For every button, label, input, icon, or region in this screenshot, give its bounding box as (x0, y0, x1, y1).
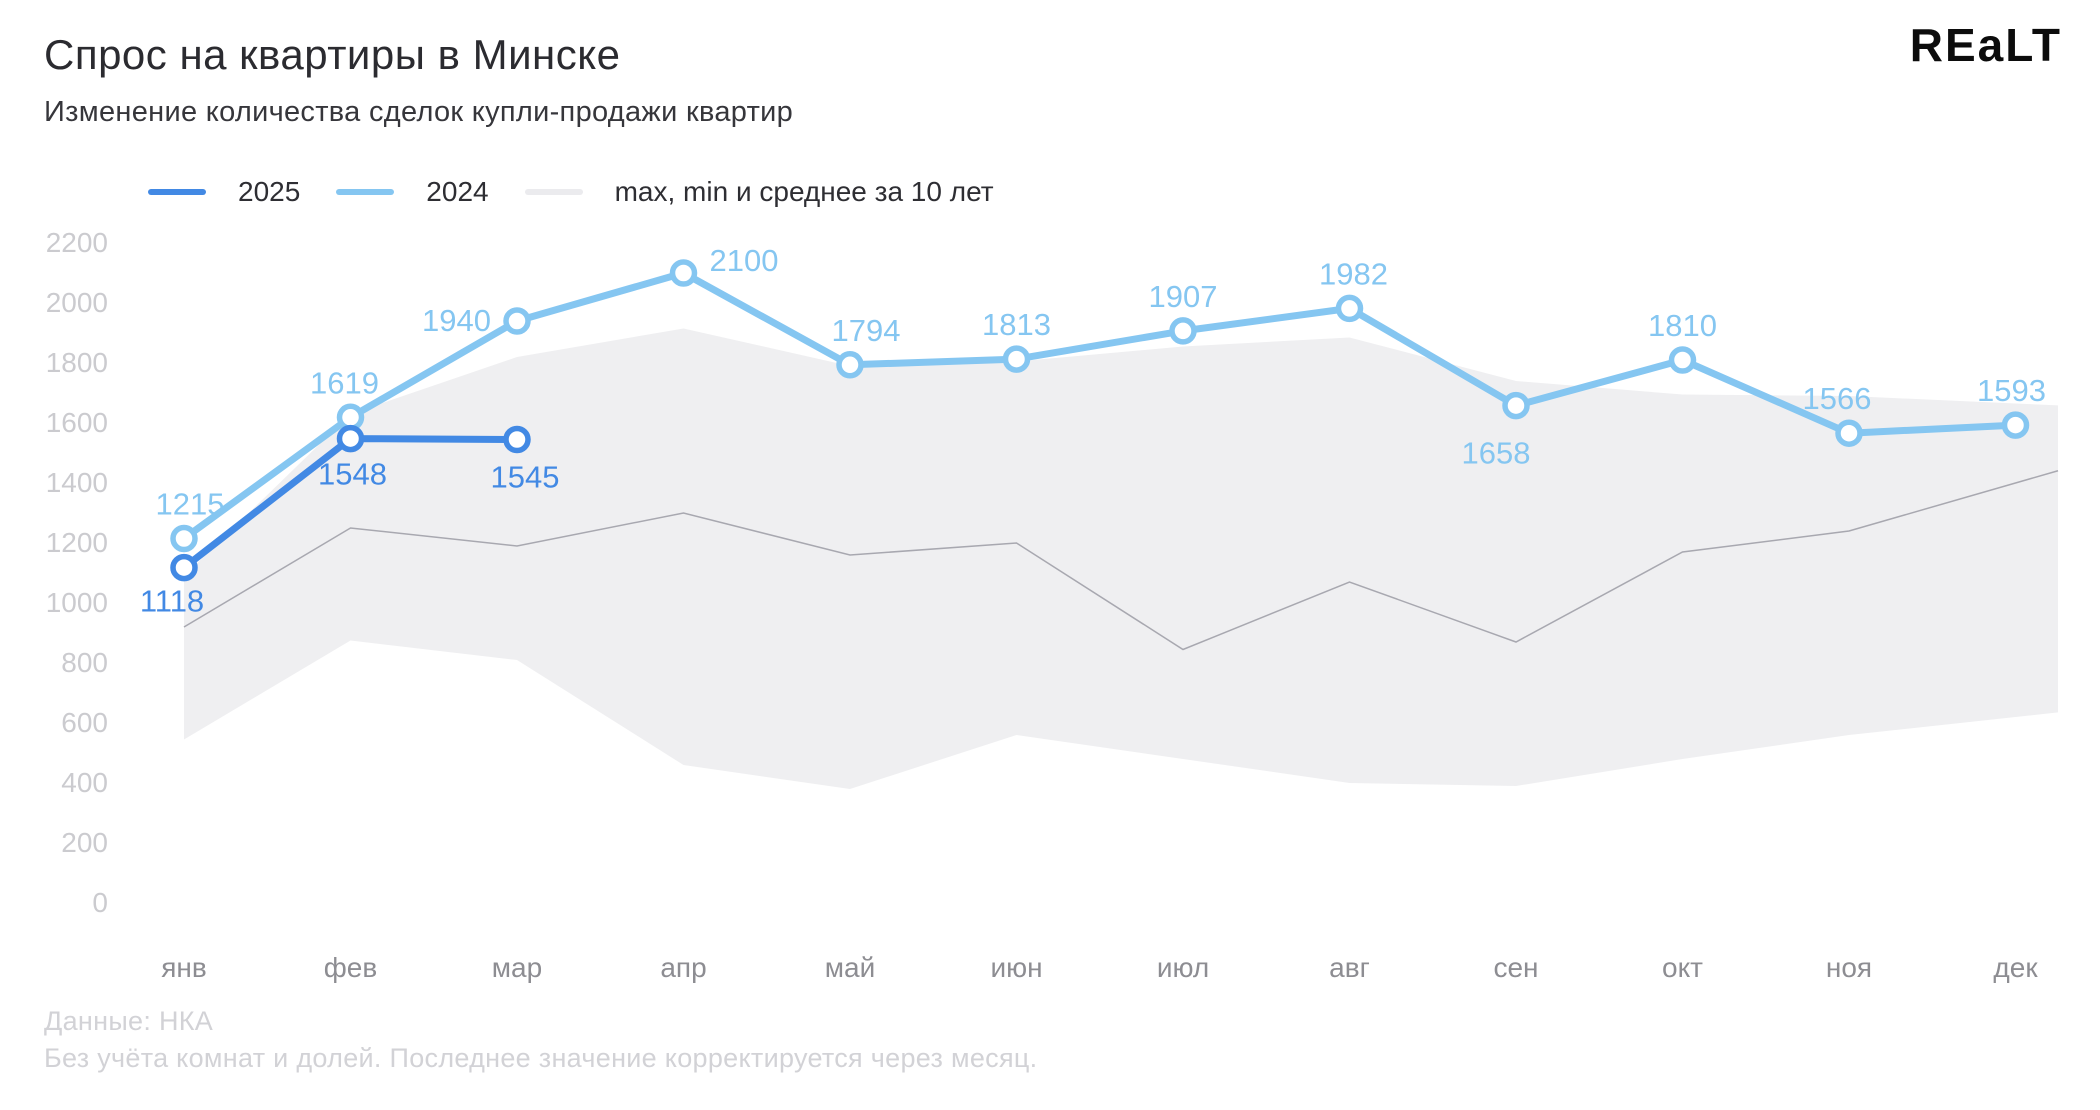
y-tick-label: 1600 (46, 407, 108, 438)
data-label-2024-мар: 1940 (422, 303, 491, 338)
data-point-2025-янв (170, 553, 198, 582)
series-2024-line (180, 269, 2019, 542)
data-point-2024-янв (170, 524, 198, 553)
x-tick-label: май (825, 952, 875, 983)
x-tick-label: апр (660, 952, 706, 983)
legend-swatch-2024 (336, 189, 395, 195)
chart-footer: Данные: НКА Без учёта комнат и долей. По… (44, 1003, 1037, 1077)
chart-legend: 2025 2024 max, min и среднее за 10 лет (148, 176, 1030, 208)
legend-swatch-10yr-band (524, 189, 583, 195)
data-label-2025-янв: 1118 (140, 584, 204, 619)
y-tick-label: 1400 (46, 467, 108, 498)
data-point-2024-авг (1335, 294, 1364, 323)
realt-logo: REaLT (1909, 19, 2062, 71)
y-tick-label: 1200 (46, 527, 108, 558)
data-note: Без учёта комнат и долей. Последнее знач… (44, 1043, 1038, 1073)
data-label-2024-дек: 1593 (1977, 373, 2046, 408)
data-point-2024-апр (669, 259, 698, 287)
x-tick-label: окт (1662, 952, 1703, 983)
y-tick-label: 0 (92, 887, 108, 918)
y-tick-label: 1000 (46, 587, 108, 618)
series-2025: 1118 1548 1545 (140, 424, 560, 619)
data-point-2024-июн (1002, 345, 1031, 373)
data-label-2025-фев: 1548 (318, 457, 387, 492)
data-point-2025-мар (503, 425, 531, 454)
x-tick-label: июн (990, 952, 1042, 983)
y-tick-label: 1800 (46, 347, 108, 378)
data-label-2024-фев: 1619 (310, 365, 379, 400)
x-tick-label: янв (161, 952, 207, 983)
x-axis-labels: янв фев мар апр май июн июл авг сен окт ноя дек (161, 952, 2038, 983)
x-tick-label: фев (324, 952, 377, 983)
legend-swatch-2025 (148, 189, 206, 195)
legend-item-2025: 2025 (148, 176, 300, 208)
y-tick-label: 400 (61, 767, 108, 798)
x-tick-label: мар (492, 952, 542, 983)
legend-label-10yr-band: max, min и среднее за 10 лет (614, 176, 994, 207)
data-label-2025-мар: 1545 (491, 460, 560, 495)
data-point-2024-сен (1502, 391, 1530, 420)
data-label-2024-ноя: 1566 (1803, 381, 1872, 416)
legend-item-10yr-band: max, min и среднее за 10 лет (524, 176, 994, 208)
y-axis-labels: 0 200 400 600 800 1000 1200 1400 1600 1800 2000 220… (46, 227, 108, 918)
x-tick-label: авг (1329, 952, 1370, 983)
data-point-2024-ноя (1835, 419, 1863, 447)
data-label-2024-июн: 1813 (982, 307, 1051, 342)
data-label-2024-янв: 1215 (156, 487, 225, 522)
data-point-2024-окт (1668, 346, 1697, 374)
ten-year-range-band (184, 328, 2058, 789)
y-tick-label: 200 (61, 827, 108, 858)
data-point-2024-май (836, 351, 864, 379)
y-tick-label: 800 (61, 647, 108, 678)
y-tick-label: 2200 (46, 227, 108, 258)
page-subtitle: Изменение количества сделок купли-продаж… (44, 96, 794, 128)
x-tick-label: сен (1493, 952, 1538, 983)
legend-item-2024: 2024 (336, 176, 489, 208)
data-point-2024-дек (2001, 411, 2030, 439)
x-tick-label: ноя (1826, 952, 1872, 983)
series-2024: 1215 1619 1940 2100 1794 1813 1907 1982 1658 1810… (156, 243, 2046, 553)
data-label-2024-сен: 1658 (1462, 436, 1531, 471)
legend-label-2025: 2025 (238, 176, 301, 207)
data-label-2024-окт: 1810 (1648, 308, 1717, 343)
y-tick-label: 2000 (46, 287, 108, 318)
data-point-2024-июл (1169, 317, 1197, 345)
data-label-2024-май: 1794 (832, 313, 901, 348)
ten-year-average-line (183, 470, 2059, 651)
y-tick-label: 600 (61, 707, 108, 738)
data-source: Данные: НКА (44, 1006, 214, 1036)
data-point-2025-фев (336, 424, 365, 453)
data-point-2024-мар (503, 307, 531, 335)
legend-label-2024: 2024 (426, 176, 489, 207)
x-tick-label: июл (1157, 952, 1209, 983)
page-title: Спрос на квартиры в Минске (44, 31, 621, 78)
data-label-2024-авг: 1982 (1319, 256, 1388, 291)
x-tick-label: дек (1993, 952, 2038, 983)
data-label-2024-апр: 2100 (710, 243, 779, 278)
data-label-2024-июл: 1907 (1149, 279, 1218, 314)
